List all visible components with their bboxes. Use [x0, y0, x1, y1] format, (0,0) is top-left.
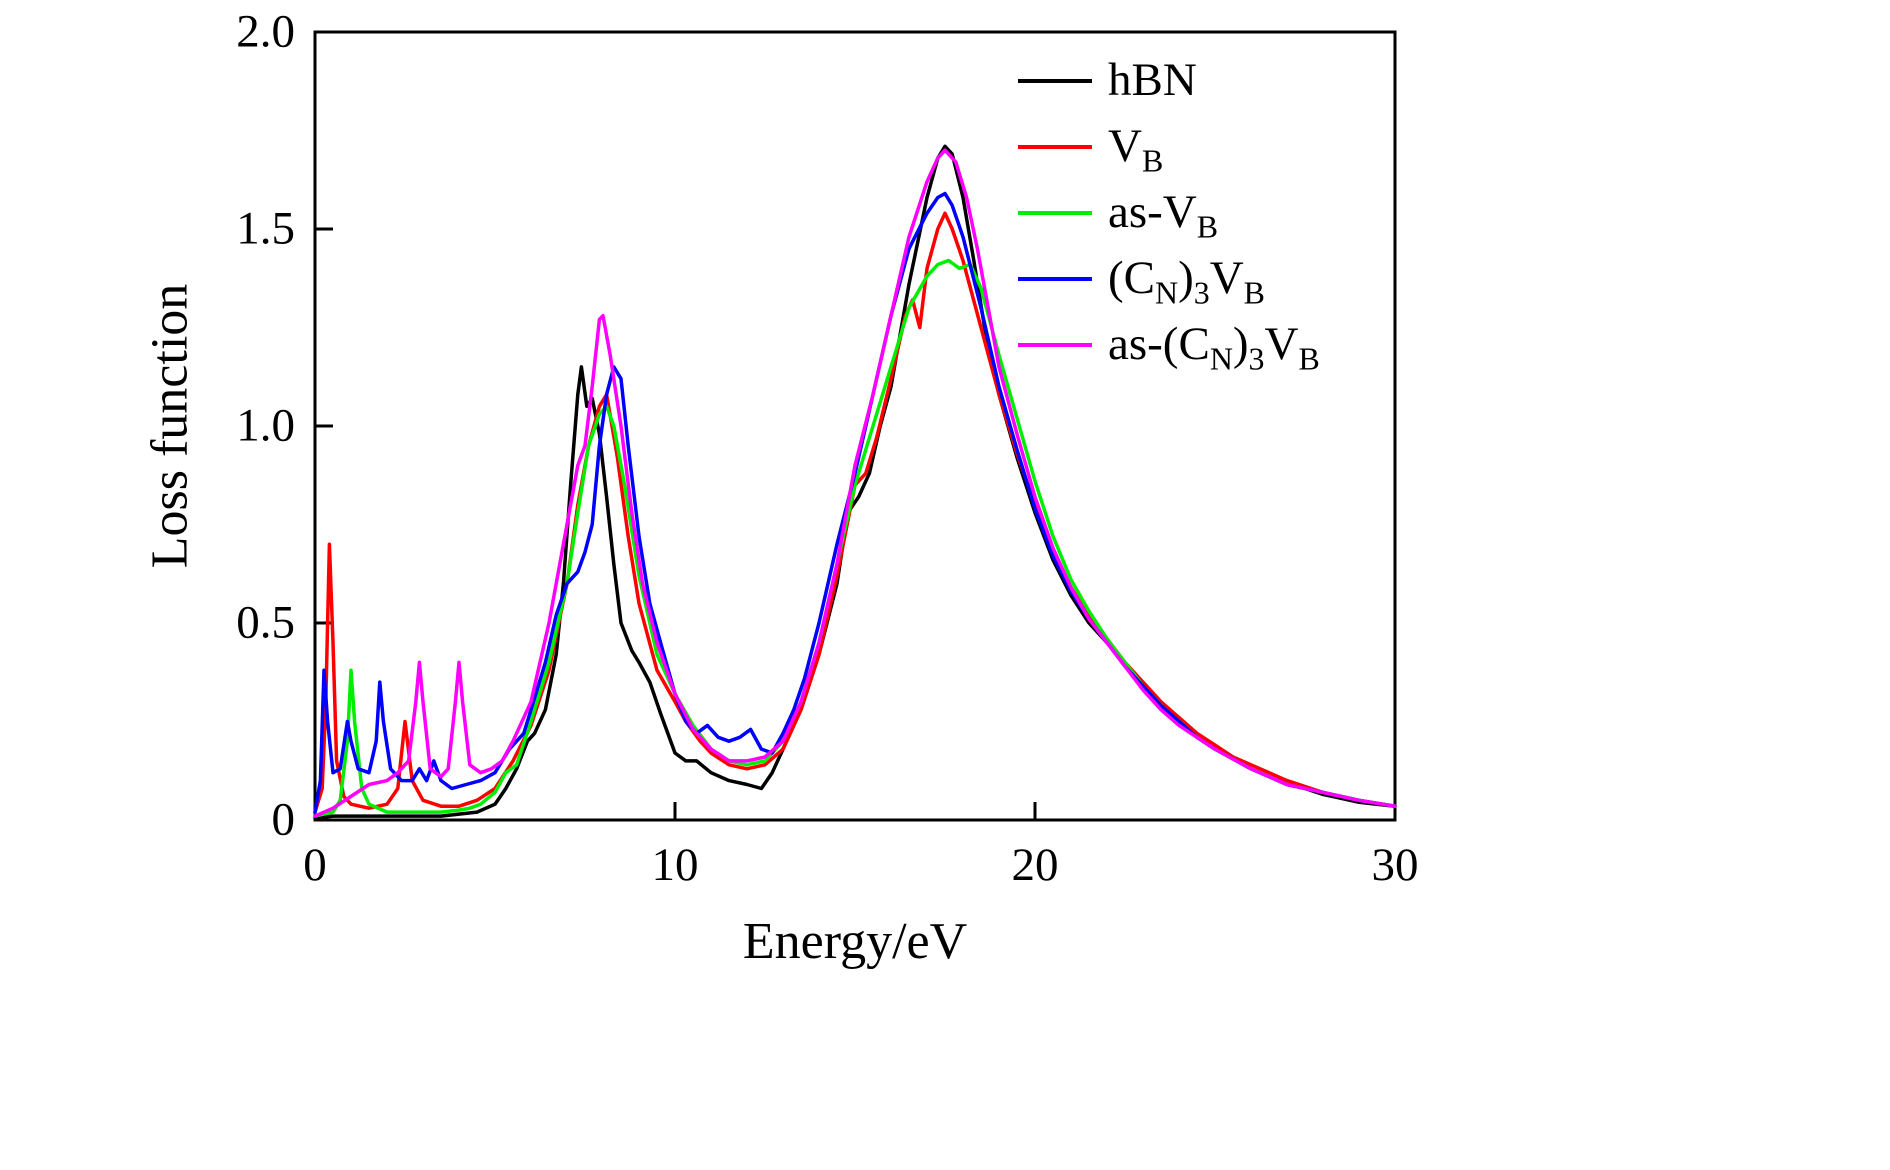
x-tick-label: 20 [1011, 839, 1059, 891]
y-tick-label: 2.0 [236, 5, 295, 58]
y-tick-label: 0.5 [236, 596, 295, 649]
legend-label-as-VB: as-VB [1108, 186, 1219, 245]
x-tick-label: 10 [651, 839, 699, 891]
x-tick-label: 30 [1371, 839, 1419, 891]
legend-label-VB: VB [1108, 120, 1164, 179]
legend-swatch-as-VB [1018, 210, 1092, 215]
x-axis-label: Energy/eV [742, 913, 968, 970]
x-tick-label: 0 [303, 839, 327, 891]
legend-entry-as-(CN)3VB: as-(CN)3VB [1018, 318, 1320, 377]
legend-entry-as-VB: as-VB [1018, 186, 1320, 245]
y-tick-label: 1.0 [236, 399, 295, 452]
y-tick-label: 0 [271, 793, 296, 846]
legend-label-as-(CN)3VB: as-(CN)3VB [1108, 318, 1320, 377]
series-curve-as-(CN)3VB [313, 148, 1397, 818]
legend-entry-VB: VB [1018, 120, 1320, 179]
legend-swatch-hBN [1018, 78, 1092, 83]
legend: hBN VB as-VB (CN)3VB as-(CN)3VB [1018, 56, 1320, 377]
legend-label-(CN)3VB: (CN)3VB [1108, 252, 1265, 311]
legend-swatch-VB [1018, 144, 1092, 149]
y-tick-label: 1.5 [236, 202, 295, 255]
legend-entry-(CN)3VB: (CN)3VB [1018, 252, 1320, 311]
legend-swatch-as-(CN)3VB [1018, 342, 1092, 347]
legend-swatch-(CN)3VB [1018, 276, 1092, 281]
legend-entry-hBN: hBN [1018, 56, 1320, 105]
legend-label-hBN: hBN [1108, 54, 1197, 106]
series-curve-as-VB [313, 258, 1397, 818]
y-axis-label: Loss function [141, 283, 199, 569]
